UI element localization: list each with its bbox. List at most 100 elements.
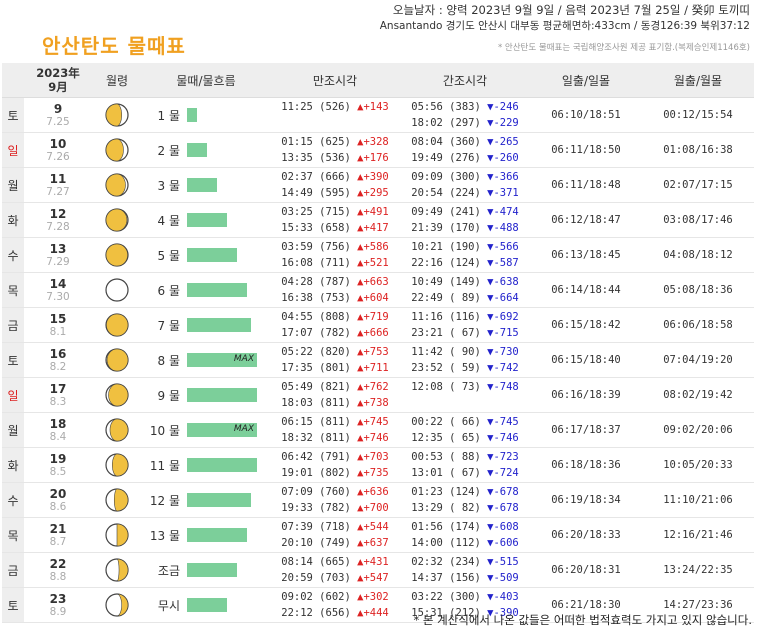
date-cell: 9 7.25	[24, 97, 92, 133]
legal-footnote: * 본 계산식에서 나온 값들은 어떠한 법적효력도 가지고 있지 않습니다.	[413, 613, 752, 627]
tide-direction-icon: ▲	[357, 572, 364, 584]
tide-direction-icon: ▲	[357, 276, 364, 288]
tide-direction-icon: ▲	[357, 311, 364, 323]
tide-flow-bar	[187, 528, 247, 542]
tide-direction-icon: ▲	[357, 362, 364, 374]
tide-difference: +711	[363, 362, 389, 374]
date-cell: 22 8.8	[24, 552, 92, 588]
lunar-date: 7.29	[46, 255, 70, 268]
moon-cell	[92, 412, 142, 448]
date-cell: 13 7.29	[24, 237, 92, 273]
sunrise-sunset: 06:14/18:44	[530, 272, 642, 308]
high-tide-entry: 20:10 (749) ▲+637	[270, 535, 400, 551]
date-cell: 17 8.3	[24, 377, 92, 413]
lunar-date: 8.9	[49, 605, 67, 618]
tide-difference: +547	[363, 572, 389, 584]
moon-cell	[92, 167, 142, 203]
tide-difference: +746	[363, 432, 389, 444]
moon-phase-icon	[105, 523, 129, 547]
moonrise-moonset: 05:08/18:36	[642, 272, 754, 308]
date-cell: 19 8.5	[24, 447, 92, 483]
tide-difference: -745	[493, 416, 519, 428]
tide-flow-bar	[187, 563, 237, 577]
solar-day: 13	[49, 241, 67, 256]
tide-direction-icon: ▼	[487, 486, 494, 498]
table-row: 토 23 8.9 무시 09:02 (602) ▲+302 22:12 (656) ▲+4…	[2, 587, 754, 623]
table-row: 월 18 8.4 10 물 MAX 06:15 (811) ▲+745 18:32 (811…	[2, 412, 754, 448]
low-tide-cell: 09:09 (300) ▼-366 20:54 (224) ▼-371	[400, 167, 530, 203]
moon-phase-icon	[105, 313, 129, 337]
low-tide-cell: 11:16 (116) ▼-692 23:21 ( 67) ▼-715	[400, 307, 530, 343]
date-cell: 12 7.28	[24, 202, 92, 238]
tide-direction-icon: ▼	[487, 346, 494, 358]
flow-cell: 9 물	[142, 377, 270, 413]
high-tide-entry: 05:49 (821) ▲+762	[270, 379, 400, 395]
tide-flow-bar: MAX	[187, 353, 257, 367]
sunrise-sunset: 06:19/18:34	[530, 482, 642, 518]
day-of-week: 금	[2, 307, 24, 343]
tide-time-level: 20:59 (703)	[281, 572, 351, 584]
flow-cell: 8 물 MAX	[142, 342, 270, 378]
lunar-date: 8.7	[49, 535, 67, 548]
header-moon: 월령	[92, 63, 142, 98]
tide-difference: +295	[363, 187, 389, 199]
date-cell: 15 8.1	[24, 307, 92, 343]
low-tide-entry: 00:53 ( 88) ▼-723	[400, 449, 530, 465]
tide-difference: +444	[363, 607, 389, 619]
solar-day: 22	[49, 556, 67, 571]
tide-time-level: 22:12 (656)	[281, 607, 351, 619]
tide-difference: +302	[363, 591, 389, 603]
tide-difference: -678	[493, 502, 519, 514]
tide-time-level: 20:10 (749)	[281, 537, 351, 549]
tide-time-level: 11:42 ( 90)	[411, 346, 481, 358]
tide-time-level: 13:35 (536)	[281, 152, 351, 164]
table-row: 일 17 8.3 9 물 05:49 (821) ▲+762 18:03 (811) ▲+…	[2, 377, 754, 413]
low-tide-cell: 00:22 ( 66) ▼-745 12:35 ( 65) ▼-746	[400, 412, 530, 448]
low-tide-entry: 22:49 ( 89) ▼-664	[400, 290, 530, 306]
tide-direction-icon: ▼	[487, 502, 494, 514]
lunar-date: 8.8	[49, 570, 67, 583]
tide-direction-icon: ▼	[487, 591, 494, 603]
tide-direction-icon: ▲	[357, 136, 364, 148]
tide-time-level: 09:49 (241)	[411, 206, 481, 218]
low-tide-entry: 19:49 (276) ▼-260	[400, 150, 530, 166]
high-tide-entry: 03:25 (715) ▲+491	[270, 204, 400, 220]
tide-difference: -723	[493, 451, 519, 463]
high-tide-entry: 06:42 (791) ▲+703	[270, 449, 400, 465]
table-row: 수 20 8.6 12 물 07:09 (760) ▲+636 19:33 (782) ▲…	[2, 482, 754, 518]
tide-direction-icon: ▼	[487, 222, 494, 234]
tide-difference: -730	[493, 346, 519, 358]
high-tide-cell: 11:25 (526) ▲+143	[270, 97, 400, 133]
high-tide-cell: 09:02 (602) ▲+302 22:12 (656) ▲+444	[270, 587, 400, 623]
low-tide-cell: 01:23 (124) ▼-678 13:29 ( 82) ▼-678	[400, 482, 530, 518]
moonrise-moonset: 07:04/19:20	[642, 342, 754, 378]
flow-cell: 2 물	[142, 132, 270, 168]
tide-difference: -715	[493, 327, 519, 339]
moon-phase-icon	[105, 558, 129, 582]
low-tide-entry: 08:04 (360) ▼-265	[400, 134, 530, 150]
tide-direction-icon: ▼	[487, 311, 494, 323]
tide-age-name: 5 물	[157, 248, 181, 263]
header-high-tide: 만조시각	[270, 63, 400, 98]
tide-difference: -265	[493, 136, 519, 148]
tide-direction-icon: ▲	[357, 397, 364, 409]
tide-time-level: 11:16 (116)	[411, 311, 481, 323]
table-body: 토 9 7.25 1 물 11:25 (526) ▲+143 05:56 (383) ▼…	[2, 97, 754, 623]
tide-direction-icon: ▼	[487, 537, 494, 549]
moonrise-moonset: 06:06/18:58	[642, 307, 754, 343]
solar-day: 11	[49, 171, 67, 186]
tide-direction-icon: ▲	[357, 591, 364, 603]
high-tide-cell: 02:37 (666) ▲+390 14:49 (595) ▲+295	[270, 167, 400, 203]
location-info: Ansantando 경기도 안산시 대부동 평균해면하:433cm / 동경1…	[379, 20, 750, 32]
tide-time-level: 01:56 (174)	[411, 521, 481, 533]
sunrise-sunset: 06:21/18:30	[530, 587, 642, 623]
tide-time-level: 16:38 (753)	[281, 292, 351, 304]
day-of-week: 일	[2, 377, 24, 413]
tide-time-level: 03:25 (715)	[281, 206, 351, 218]
tide-age-name: 6 물	[157, 283, 181, 298]
tide-time-level: 05:56 (383)	[411, 101, 481, 113]
tide-direction-icon: ▼	[487, 171, 494, 183]
tide-time-level: 19:33 (782)	[281, 502, 351, 514]
low-tide-entry: 14:37 (156) ▼-509	[400, 570, 530, 586]
tide-time-level: 01:15 (625)	[281, 136, 351, 148]
